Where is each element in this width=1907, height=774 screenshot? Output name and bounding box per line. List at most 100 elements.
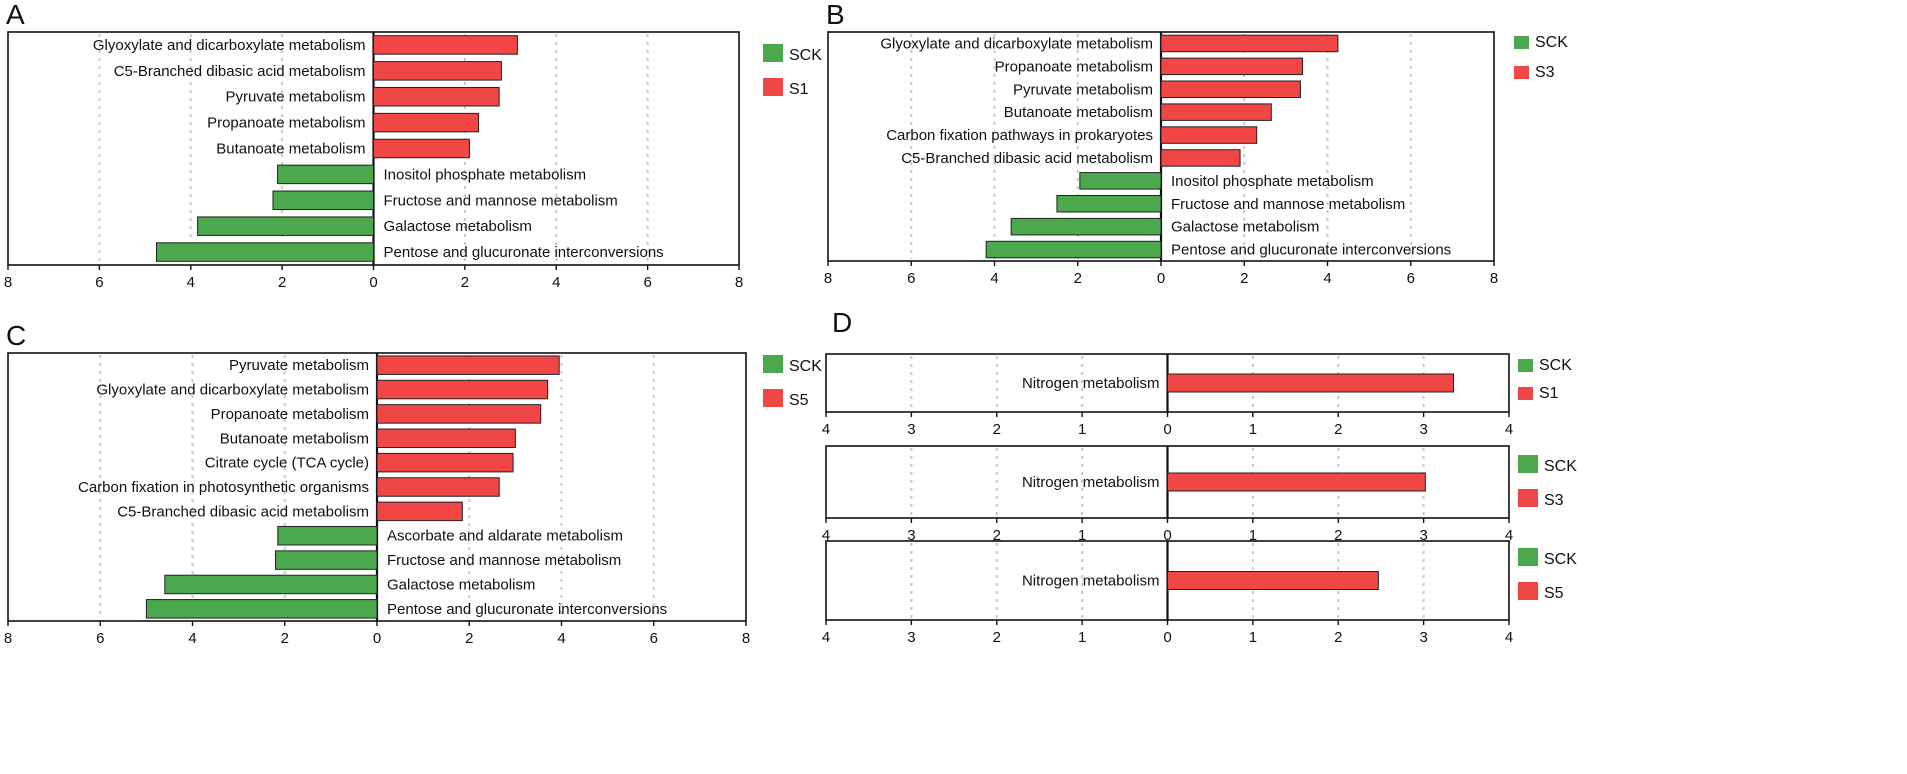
x-tick-label: 6 (95, 274, 103, 291)
legend-swatch (763, 389, 783, 407)
x-tick-label: 4 (557, 630, 565, 647)
category-label: Inositol phosphate metabolism (384, 166, 587, 183)
x-tick-label: 2 (993, 421, 1001, 438)
legend-label: SCK (1544, 551, 1577, 568)
chart-panel-a: A 8 6 4 2 0 2 4 6 8 Glyoxylate and dicarboxylate m… (4, 0, 822, 291)
bar (1010, 217, 1162, 236)
bar (1160, 149, 1241, 167)
category-label: Propanoate metabolism (207, 115, 365, 132)
x-tick-label: 4 (990, 270, 998, 287)
category-label: Butanoate metabolism (220, 430, 369, 447)
bar (1079, 172, 1162, 190)
legend-label: S5 (1544, 585, 1564, 602)
bar (376, 501, 463, 522)
x-tick-label: 2 (1334, 629, 1342, 646)
category-label: Fructose and mannose metabolism (384, 192, 618, 209)
category-label: Propanoate metabolism (995, 58, 1153, 75)
x-tick-label: 2 (993, 527, 1001, 544)
panel-letter: A (6, 0, 25, 30)
bar (376, 452, 514, 473)
x-tick-label: 4 (1505, 527, 1513, 544)
x-tick-label: 2 (465, 630, 473, 647)
x-tick-label: 2 (461, 274, 469, 291)
category-label: Glyoxylate and dicarboxylate metabolism (93, 37, 366, 54)
x-tick-label: 3 (1419, 421, 1427, 438)
category-label: Pyruvate metabolism (1013, 81, 1153, 98)
legend-label: S1 (1539, 385, 1559, 402)
bar (376, 428, 516, 449)
legend-label: SCK (1539, 357, 1572, 374)
legend-swatch (763, 44, 783, 62)
x-tick-label: 8 (735, 274, 743, 291)
x-tick-label: 4 (552, 274, 560, 291)
legend-swatch (1514, 66, 1529, 79)
legend-label: S3 (1535, 64, 1555, 81)
legend-swatch (1514, 36, 1529, 49)
category-label: Nitrogen metabolism (1022, 375, 1160, 392)
legend-label: SCK (789, 358, 822, 375)
category-label: Ascorbate and aldarate metabolism (387, 528, 623, 545)
category-label: Inositol phosphate metabolism (1171, 173, 1374, 190)
panel-letter: B (826, 0, 845, 30)
category-label: Galactose metabolism (387, 576, 535, 593)
category-label: Pentose and glucuronate interconversions (387, 601, 667, 618)
x-tick-label: 6 (907, 270, 915, 287)
category-label: C5-Branched dibasic acid metabolism (117, 503, 369, 520)
x-tick-label: 8 (742, 630, 750, 647)
bar (1160, 126, 1258, 144)
bar (1160, 34, 1339, 53)
legend-label: S5 (789, 392, 809, 409)
category-label: Galactose metabolism (1171, 219, 1319, 236)
x-tick-label: 8 (824, 270, 832, 287)
legend-swatch (763, 78, 783, 96)
x-tick-label: 1 (1078, 421, 1086, 438)
x-tick-label: 6 (96, 630, 104, 647)
legend-label: SCK (789, 47, 822, 64)
x-tick-label: 8 (4, 274, 12, 291)
x-tick-label: 4 (822, 421, 830, 438)
x-tick-label: 0 (369, 274, 377, 291)
x-tick-label: 4 (1323, 270, 1331, 287)
bar (376, 355, 560, 375)
category-label: Glyoxylate and dicarboxylate metabolism (880, 35, 1153, 52)
x-tick-label: 2 (278, 274, 286, 291)
x-tick-label: 6 (650, 630, 658, 647)
legend-label: SCK (1535, 34, 1568, 51)
legend-swatch (1518, 455, 1538, 473)
bar (376, 477, 500, 497)
category-label: Butanoate metabolism (1004, 104, 1153, 121)
x-tick-label: 6 (643, 274, 651, 291)
x-tick-label: 3 (907, 421, 915, 438)
x-tick-label: 3 (907, 527, 915, 544)
x-tick-label: 2 (1334, 421, 1342, 438)
bar (373, 35, 518, 55)
bar (1167, 373, 1455, 393)
category-label: Fructose and mannose metabolism (1171, 196, 1405, 213)
legend-swatch (763, 355, 783, 373)
x-tick-label: 0 (1157, 270, 1165, 287)
x-tick-label: 0 (373, 630, 381, 647)
category-label: Pentose and glucuronate interconversions (384, 244, 664, 261)
panel-letter: C (6, 320, 26, 351)
bar (164, 574, 378, 595)
bar (373, 138, 470, 159)
bar (145, 599, 378, 619)
bar (985, 240, 1162, 259)
legend-swatch (1518, 548, 1538, 566)
bar (272, 190, 374, 211)
bar (1160, 57, 1304, 76)
legend-swatch (1518, 489, 1538, 507)
x-tick-label: 2 (1240, 270, 1248, 287)
x-tick-label: 4 (187, 274, 195, 291)
legend-label: S1 (789, 81, 809, 98)
x-tick-label: 2 (281, 630, 289, 647)
x-tick-label: 2 (1334, 527, 1342, 544)
x-tick-label: 1 (1249, 629, 1257, 646)
bar (1167, 472, 1426, 492)
bar (197, 216, 374, 236)
bar (1160, 80, 1301, 98)
category-label: Propanoate metabolism (211, 406, 369, 423)
category-label: C5-Branched dibasic acid metabolism (114, 63, 366, 80)
x-tick-label: 2 (993, 629, 1001, 646)
x-tick-label: 4 (822, 629, 830, 646)
